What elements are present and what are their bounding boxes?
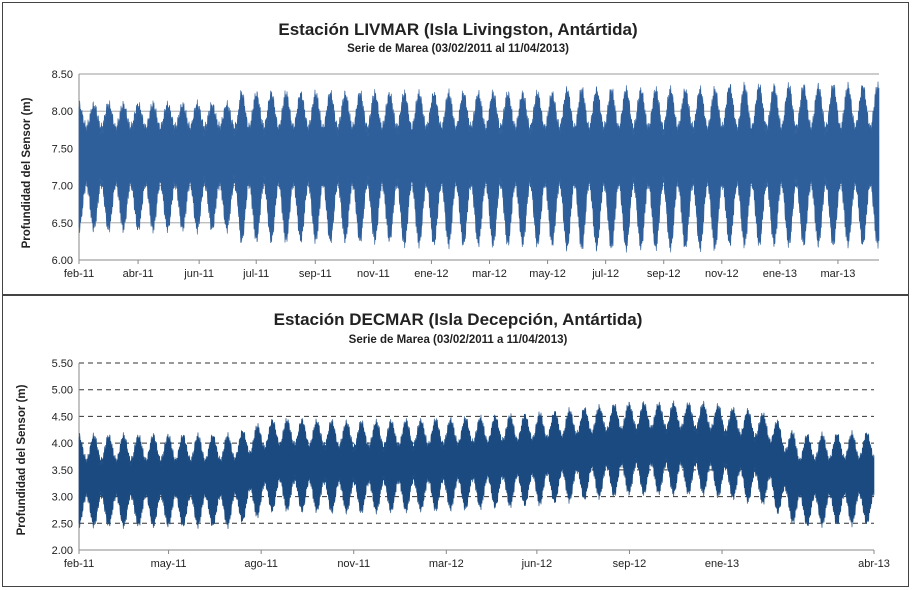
livmar-y-tick-label: 6.00 (52, 255, 73, 267)
decmar-tide-band (78, 400, 875, 530)
livmar-y-tick-label: 7.00 (52, 181, 73, 193)
decmar-series (78, 400, 875, 530)
livmar-x-tick-label: mar-12 (472, 268, 507, 280)
decmar-x-tick-label: sep-12 (613, 558, 647, 570)
decmar-x-tick-label: abr-13 (858, 558, 890, 570)
decmar-x-tick-label: may-11 (151, 558, 187, 570)
decmar-x-tick-label: ene-13 (705, 558, 739, 570)
decmar-y-tick-label: 2.50 (52, 518, 73, 530)
livmar-chart: Estación LIVMAR (Isla Livingston, Antárt… (21, 20, 880, 280)
decmar-x-tick-label: feb-11 (64, 558, 94, 570)
decmar-x-tick-label: mar-12 (429, 558, 464, 570)
decmar-y-tick-label: 5.00 (52, 385, 73, 397)
decmar-x-tick-label: nov-11 (337, 558, 370, 570)
livmar-y-tick-label: 6.50 (52, 218, 73, 230)
livmar-series (78, 81, 880, 253)
livmar-x-tick-label: nov-12 (705, 268, 739, 280)
livmar-x-tick-label: sep-12 (647, 268, 681, 280)
livmar-x-tick-label: ene-12 (414, 268, 448, 280)
livmar-y-tick-label: 7.50 (52, 143, 73, 155)
decmar-y-tick-label: 3.50 (52, 465, 73, 477)
decmar-title: Estación DECMAR (Isla Decepción, Antárti… (274, 310, 643, 329)
decmar-y-axis-label: Profundidad del Sensor (m) (16, 384, 28, 535)
livmar-title: Estación LIVMAR (Isla Livingston, Antárt… (278, 20, 637, 39)
decmar-chart-panel: Estación DECMAR (Isla Decepción, Antárti… (2, 295, 909, 587)
livmar-y-tick-label: 8.00 (52, 106, 73, 118)
livmar-x-tick-label: nov-11 (357, 268, 390, 280)
decmar-y-tick-label: 4.50 (52, 411, 73, 423)
livmar-tide-band (78, 81, 880, 253)
decmar-y-tick-label: 2.00 (52, 545, 73, 557)
livmar-x-tick-label: jul-11 (242, 268, 269, 280)
livmar-x-tick-label: mar-13 (821, 268, 856, 280)
decmar-y-tick-label: 5.50 (52, 358, 73, 370)
livmar-subtitle: Serie de Marea (03/02/2011 al 11/04/2013… (347, 43, 569, 55)
livmar-y-ticks: 6.00 6.50 7.00 7.50 8.00 8.50 (52, 69, 73, 267)
livmar-x-tick-label: ene-13 (763, 268, 797, 280)
decmar-x-tick-label: jun-12 (521, 558, 553, 570)
decmar-x-tick-label: ago-11 (244, 558, 277, 570)
livmar-x-tick-label: abr-11 (123, 268, 154, 280)
decmar-y-tick-label: 4.00 (52, 438, 73, 450)
decmar-y-ticks: 2.00 2.50 3.00 3.50 4.00 4.50 5.00 5.50 (52, 358, 73, 557)
decmar-x-ticks: feb-11 may-11 ago-11 nov-11 mar-12 jun-12 sep-… (64, 550, 890, 570)
livmar-x-ticks: feb-11 abr-11 jun-11 jul-11 sep-11 nov-11 ene-… (64, 260, 856, 280)
livmar-x-tick-label: may-12 (529, 268, 566, 280)
decmar-y-tick-label: 3.00 (52, 492, 73, 504)
livmar-x-tick-label: sep-11 (299, 268, 332, 280)
decmar-chart: Estación DECMAR (Isla Decepción, Antárti… (16, 310, 890, 570)
decmar-subtitle: Serie de Marea (03/02/2011 a 11/04/2013) (349, 334, 568, 346)
livmar-x-tick-label: jul-12 (591, 268, 619, 280)
livmar-x-tick-label: jun-11 (183, 268, 214, 280)
livmar-y-tick-label: 8.50 (52, 69, 73, 81)
livmar-y-axis-label: Profundidad del Sensor (m) (21, 97, 33, 248)
livmar-chart-panel: Estación LIVMAR (Isla Livingston, Antárt… (2, 2, 909, 295)
livmar-x-tick-label: feb-11 (64, 268, 94, 280)
